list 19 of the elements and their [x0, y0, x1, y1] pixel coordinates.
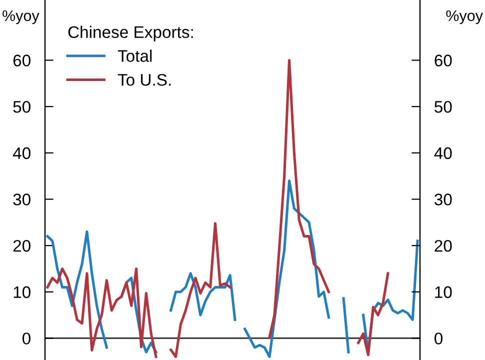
y2-tick-label: 40 [434, 147, 452, 160]
y-tick-label: 10 [14, 286, 30, 298]
legend-title: Chinese Exports: [68, 26, 193, 42]
y2-tick-label: 0 [434, 332, 443, 344]
y-axis-title: %yoy [2, 10, 40, 24]
y2-axis-title: %yoy [446, 10, 483, 24]
y-tick-label: 50 [13, 100, 30, 113]
y2-tick-label: 50 [434, 100, 452, 113]
y-tick-label: 20 [13, 240, 30, 252]
y-tick-label: 30 [13, 194, 30, 206]
y2-tick-label: 20 [434, 240, 452, 252]
y-tick-label: 60 [13, 54, 30, 66]
y2-tick-label: 60 [434, 54, 452, 66]
legend-label: To U.S. [118, 74, 171, 86]
y-tick-label: 0 [22, 332, 30, 344]
y-tick-label: 40 [12, 147, 30, 160]
legend-label: Total [118, 50, 152, 62]
y2-tick-label: 10 [435, 286, 452, 298]
y2-tick-label: 30 [434, 194, 452, 206]
